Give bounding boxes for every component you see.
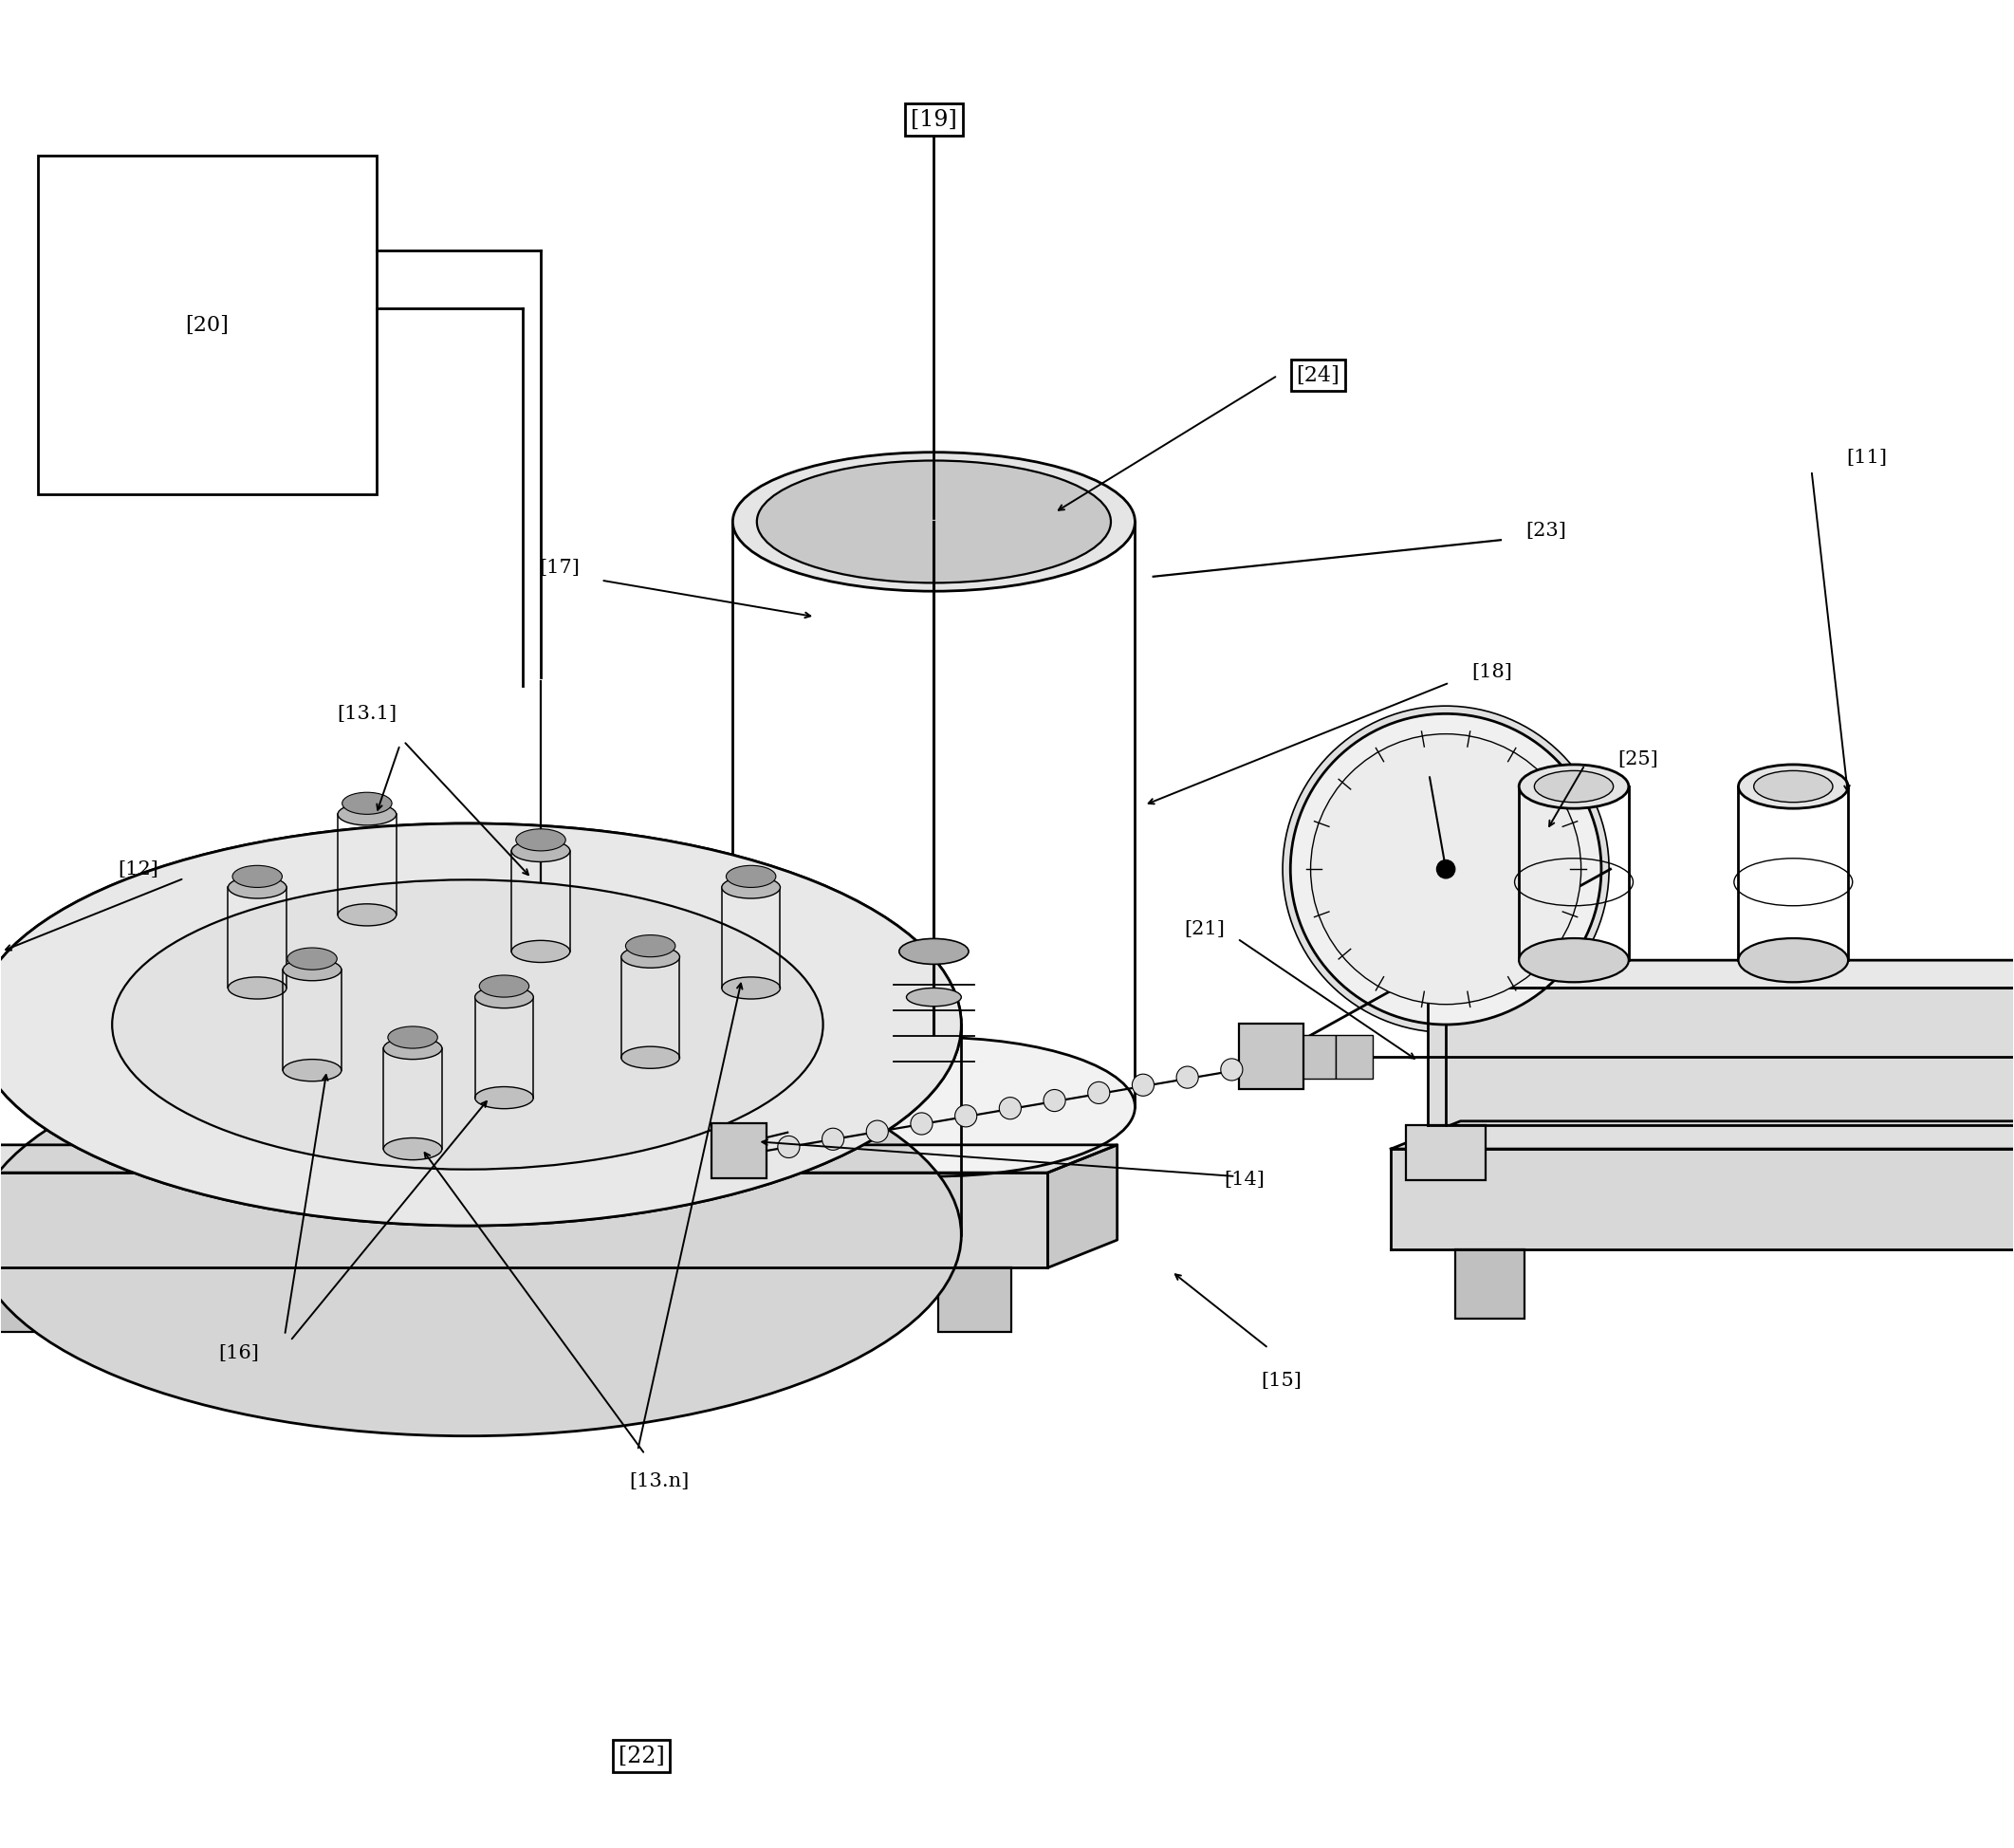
Ellipse shape (338, 804, 397, 826)
Text: [13.n]: [13.n] (630, 1473, 689, 1491)
Ellipse shape (113, 880, 824, 1170)
Text: [20]: [20] (185, 314, 230, 336)
Polygon shape (1428, 989, 2014, 1125)
Ellipse shape (383, 1037, 441, 1059)
Ellipse shape (898, 939, 969, 965)
Circle shape (910, 1112, 932, 1135)
Text: [16]: [16] (220, 1345, 260, 1362)
Ellipse shape (626, 935, 675, 957)
Ellipse shape (727, 865, 775, 887)
Ellipse shape (479, 976, 530, 998)
Text: [25]: [25] (1617, 750, 1658, 769)
Text: [14]: [14] (1225, 1172, 1265, 1188)
Bar (939, 1268, 1011, 1332)
Circle shape (1291, 713, 1601, 1024)
Ellipse shape (228, 978, 286, 1000)
Ellipse shape (383, 1138, 441, 1161)
Ellipse shape (1519, 939, 1629, 981)
Ellipse shape (1519, 765, 1629, 808)
Bar (1454, 1249, 1525, 1319)
Text: [15]: [15] (1261, 1371, 1301, 1390)
Circle shape (1132, 1074, 1154, 1096)
Polygon shape (1392, 1149, 2014, 1249)
Ellipse shape (0, 824, 961, 1225)
Ellipse shape (620, 1046, 679, 1068)
Ellipse shape (282, 1059, 342, 1081)
Text: [11]: [11] (1847, 449, 1887, 468)
Circle shape (1176, 1066, 1198, 1088)
Ellipse shape (475, 987, 534, 1009)
Text: [24]: [24] (1297, 366, 1339, 386)
Text: [23]: [23] (1527, 521, 1567, 540)
Text: [12]: [12] (119, 859, 159, 878)
Polygon shape (0, 1146, 1118, 1173)
Ellipse shape (475, 1087, 534, 1109)
Text: [21]: [21] (1184, 920, 1225, 939)
Text: [18]: [18] (1470, 663, 1513, 680)
Text: [17]: [17] (538, 558, 580, 577)
Ellipse shape (342, 793, 393, 815)
Text: [13.1]: [13.1] (336, 704, 397, 723)
Ellipse shape (516, 830, 566, 850)
Circle shape (1283, 706, 1609, 1033)
Ellipse shape (389, 1026, 437, 1048)
Polygon shape (1428, 961, 2014, 989)
Ellipse shape (338, 904, 397, 926)
Circle shape (1220, 1059, 1243, 1081)
Ellipse shape (1738, 939, 1849, 981)
Ellipse shape (512, 839, 570, 861)
Ellipse shape (620, 946, 679, 968)
Ellipse shape (733, 1037, 1136, 1177)
Circle shape (822, 1127, 844, 1149)
Circle shape (1043, 1090, 1065, 1111)
Ellipse shape (282, 959, 342, 981)
Bar (38, 155, 377, 493)
Bar (1299, 1035, 1335, 1079)
Text: [22]: [22] (618, 1745, 665, 1767)
Polygon shape (1392, 1122, 2014, 1149)
Ellipse shape (757, 460, 1112, 582)
Circle shape (955, 1105, 977, 1127)
Ellipse shape (0, 824, 961, 1225)
Ellipse shape (1738, 765, 1849, 808)
Ellipse shape (512, 941, 570, 963)
Ellipse shape (288, 948, 336, 970)
Ellipse shape (721, 876, 779, 898)
Circle shape (1436, 859, 1454, 878)
Ellipse shape (0, 1033, 961, 1436)
Bar (1335, 1035, 1374, 1079)
Ellipse shape (232, 865, 282, 887)
Bar (0, 1268, 34, 1332)
Bar (711, 1124, 767, 1179)
Ellipse shape (721, 978, 779, 1000)
Bar (1239, 1024, 1303, 1090)
Circle shape (1311, 734, 1581, 1003)
Ellipse shape (1754, 771, 1833, 802)
Ellipse shape (113, 880, 824, 1170)
Bar (1406, 1125, 1486, 1181)
Circle shape (777, 1137, 800, 1159)
Ellipse shape (733, 453, 1136, 591)
Text: [19]: [19] (910, 109, 957, 131)
Ellipse shape (228, 876, 286, 898)
Ellipse shape (1535, 771, 1613, 802)
Circle shape (1088, 1081, 1110, 1103)
Polygon shape (0, 1173, 1047, 1268)
Circle shape (999, 1098, 1021, 1120)
Polygon shape (1047, 1146, 1118, 1268)
Ellipse shape (906, 989, 961, 1007)
Circle shape (866, 1120, 888, 1142)
